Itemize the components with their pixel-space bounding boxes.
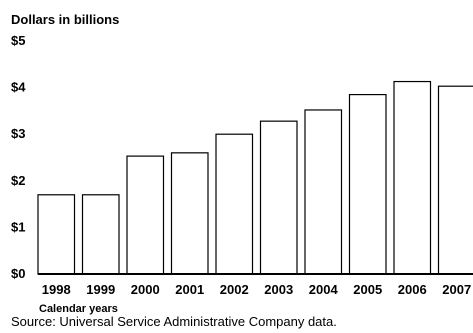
x-tick-label: 2003 bbox=[264, 282, 293, 297]
source-note: Source: Universal Service Administrative… bbox=[11, 314, 337, 329]
bar-2007 bbox=[437, 85, 473, 275]
bar-2005 bbox=[348, 93, 387, 275]
x-axis-title: Calendar years bbox=[39, 303, 118, 315]
x-tick-label: 1998 bbox=[42, 282, 71, 297]
x-tick-labels: 1998 1999 2000 2001 2002 2003 2004 2005 2006 2007 bbox=[42, 282, 471, 297]
x-tick-label: 2004 bbox=[309, 282, 339, 297]
bar-1998 bbox=[37, 194, 76, 275]
x-tick-label: 2002 bbox=[220, 282, 249, 297]
y-tick-label: $0 bbox=[11, 266, 25, 281]
bar-2001 bbox=[170, 152, 209, 275]
y-tick-label: $1 bbox=[11, 219, 25, 234]
bar-1999 bbox=[81, 194, 120, 275]
x-tick-label: 2000 bbox=[131, 282, 160, 297]
bar-2004 bbox=[304, 109, 343, 275]
y-tick-label: $4 bbox=[11, 80, 26, 95]
bars bbox=[37, 80, 473, 275]
bar-2003 bbox=[259, 120, 298, 275]
y-tick-label: $3 bbox=[11, 126, 25, 141]
bar-2002 bbox=[215, 133, 254, 275]
x-tick-label: 2007 bbox=[442, 282, 471, 297]
bar-2006 bbox=[393, 80, 432, 275]
y-tick-label: $5 bbox=[11, 33, 25, 48]
y-tick-label: $2 bbox=[11, 173, 25, 188]
y-axis-title: Dollars in billions bbox=[11, 12, 119, 27]
x-tick-label: 2001 bbox=[175, 282, 204, 297]
bar-2000 bbox=[126, 155, 165, 275]
x-tick-label: 1999 bbox=[86, 282, 115, 297]
x-tick-label: 2005 bbox=[353, 282, 382, 297]
y-tick-labels: $0 $1 $2 $3 $4 $5 bbox=[11, 33, 26, 281]
x-tick-label: 2006 bbox=[398, 282, 427, 297]
